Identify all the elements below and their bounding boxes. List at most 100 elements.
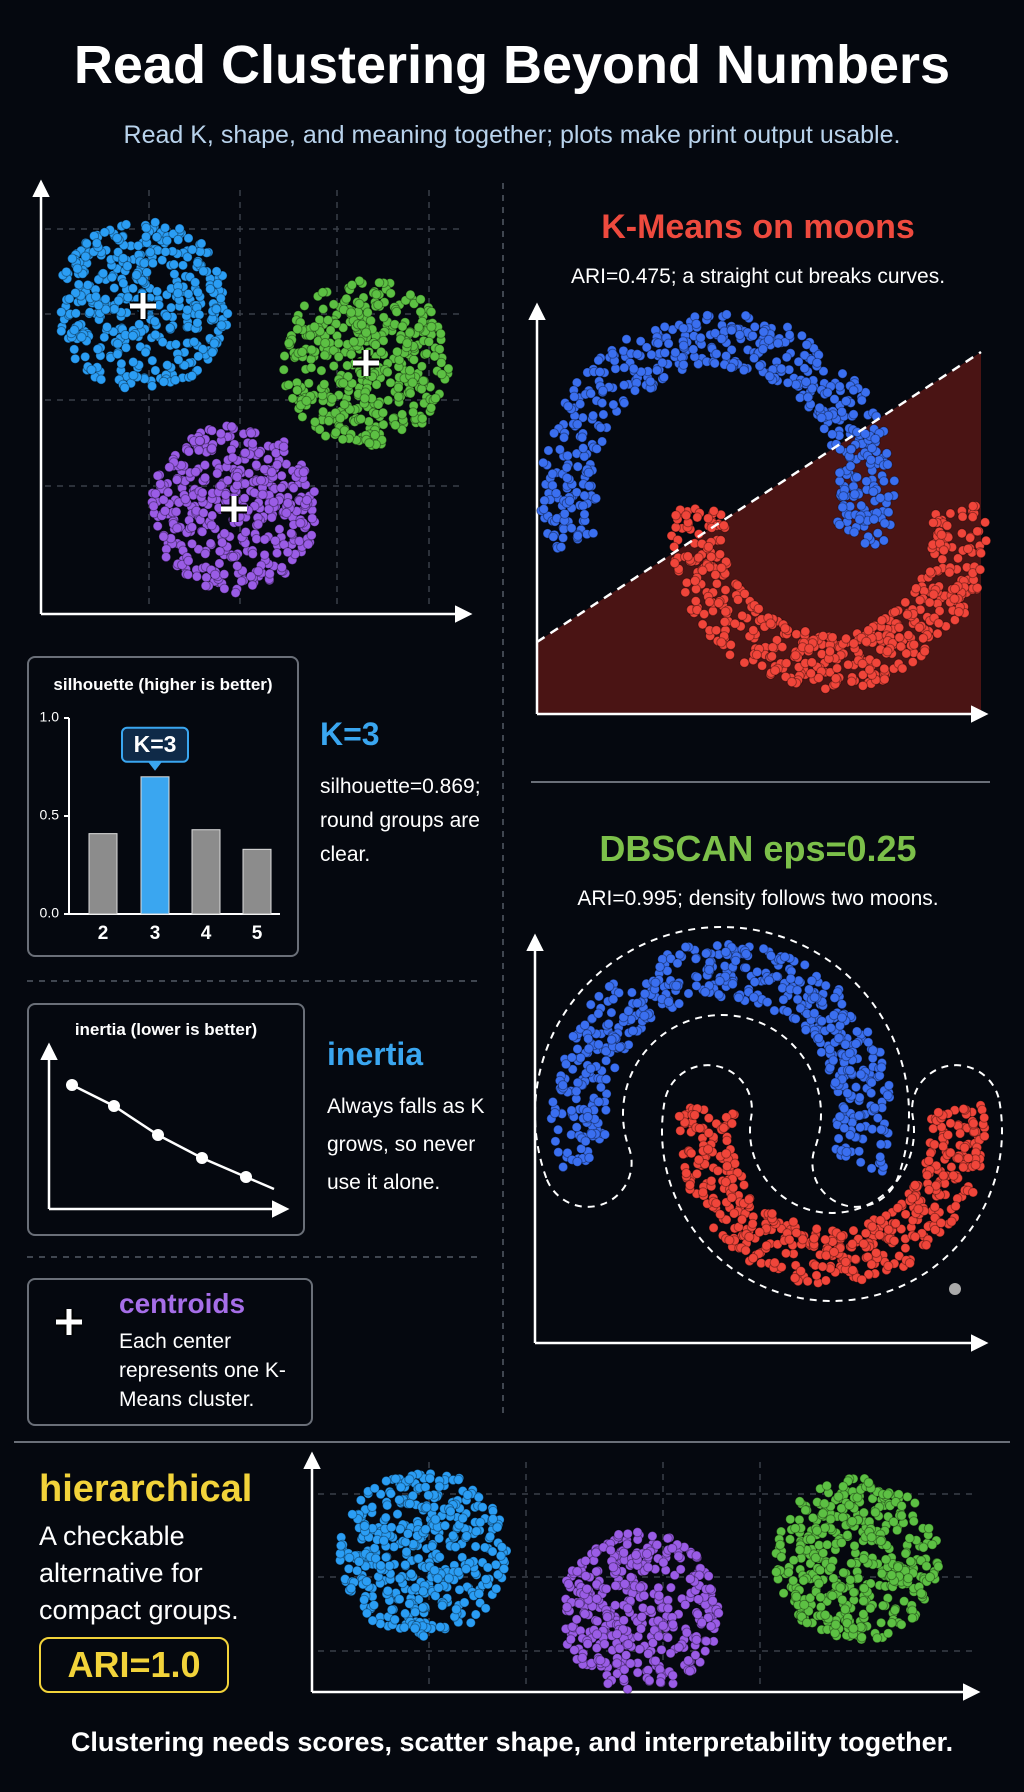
point	[319, 350, 330, 361]
point	[440, 1520, 451, 1531]
point	[757, 660, 768, 671]
centroids-heading: centroids	[119, 1288, 246, 1319]
point	[674, 998, 685, 1009]
point	[727, 1118, 738, 1129]
point	[547, 468, 558, 479]
point	[883, 507, 894, 518]
point	[878, 476, 890, 487]
point	[591, 1593, 602, 1604]
point	[704, 964, 715, 976]
point	[650, 1655, 661, 1666]
point	[392, 1509, 403, 1520]
point	[681, 1168, 692, 1179]
point	[936, 1217, 947, 1229]
point	[614, 1643, 625, 1654]
point	[766, 651, 778, 662]
point	[856, 395, 867, 406]
point	[794, 1496, 805, 1507]
point	[929, 1201, 940, 1213]
point	[193, 544, 204, 555]
point	[765, 950, 777, 962]
point	[811, 1270, 822, 1281]
point	[247, 580, 258, 591]
point	[720, 946, 731, 958]
point	[151, 231, 162, 243]
point	[844, 1500, 855, 1511]
point	[757, 344, 769, 355]
point	[611, 1658, 623, 1669]
point	[382, 1585, 393, 1596]
point	[644, 1675, 655, 1686]
point	[979, 1112, 990, 1123]
point	[674, 949, 685, 960]
point	[209, 338, 220, 349]
point	[457, 1513, 468, 1524]
point	[318, 406, 329, 417]
point	[297, 411, 308, 422]
point	[876, 1124, 887, 1135]
point	[674, 1111, 685, 1122]
point	[946, 1161, 957, 1173]
point	[150, 329, 161, 340]
point	[226, 421, 237, 432]
point	[883, 1224, 894, 1235]
point	[206, 443, 217, 454]
point	[794, 1514, 805, 1525]
point	[421, 1502, 432, 1513]
point	[866, 1077, 877, 1088]
point	[879, 518, 890, 529]
point	[871, 657, 882, 669]
point	[410, 1607, 421, 1618]
point	[583, 1033, 594, 1044]
point	[955, 1128, 966, 1139]
point	[849, 489, 860, 500]
point	[703, 1571, 714, 1582]
point	[158, 531, 169, 542]
point	[327, 393, 338, 404]
point	[397, 321, 408, 332]
point	[198, 507, 209, 519]
point	[164, 462, 175, 473]
point	[584, 480, 595, 492]
point	[762, 997, 773, 1008]
point	[367, 1501, 378, 1513]
point	[564, 495, 575, 506]
point	[673, 1551, 684, 1562]
point	[307, 513, 318, 524]
point	[645, 1604, 656, 1615]
point	[566, 1105, 577, 1116]
dbscan-title: DBSCAN eps=0.25	[599, 828, 917, 869]
point	[718, 1122, 729, 1134]
point	[572, 1043, 583, 1055]
point	[572, 1156, 583, 1167]
point	[338, 378, 349, 389]
point	[453, 1474, 464, 1485]
point	[150, 217, 161, 228]
footer: Clustering needs scores, scatter shape, …	[70, 1727, 954, 1757]
point	[866, 1163, 877, 1174]
point	[847, 1238, 858, 1250]
point	[373, 399, 384, 410]
point	[749, 353, 760, 364]
point	[658, 1620, 669, 1631]
point	[692, 512, 703, 523]
point	[230, 587, 241, 599]
point	[748, 992, 759, 1003]
point	[328, 345, 339, 356]
point	[598, 409, 609, 420]
point	[160, 246, 171, 257]
point	[470, 1609, 481, 1620]
point	[80, 351, 91, 362]
point	[578, 500, 589, 511]
point	[711, 1198, 722, 1209]
point	[713, 598, 724, 609]
point	[938, 1141, 949, 1152]
point	[653, 1631, 664, 1642]
point	[582, 1111, 593, 1123]
point	[801, 1617, 813, 1629]
point	[101, 321, 113, 333]
point	[839, 1123, 850, 1134]
point	[707, 1595, 718, 1607]
